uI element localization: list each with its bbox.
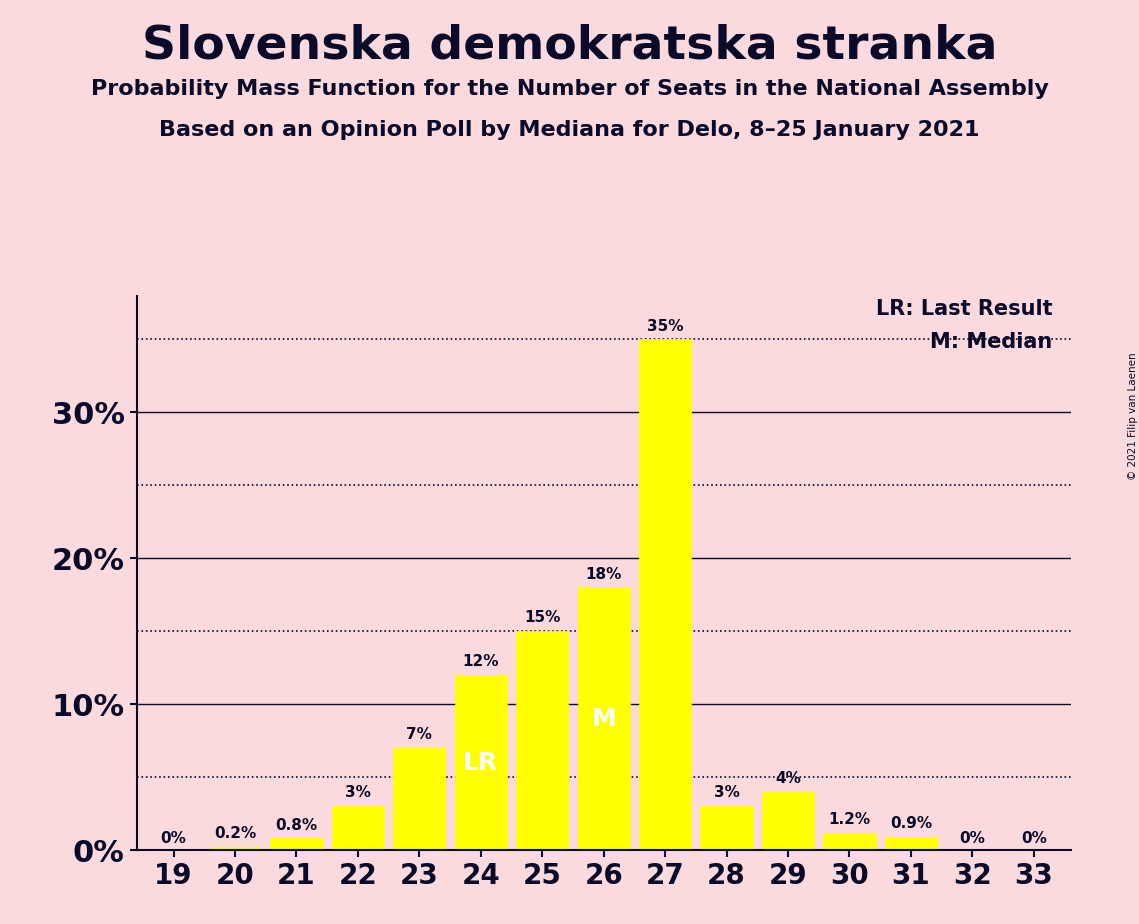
Bar [270,838,322,850]
Text: 12%: 12% [462,654,499,669]
Text: Slovenska demokratska stranka: Slovenska demokratska stranka [141,23,998,68]
Bar [208,847,261,850]
Text: 1.2%: 1.2% [828,812,870,827]
Bar [700,807,753,850]
Text: LR: Last Result: LR: Last Result [876,298,1052,319]
Text: 0.9%: 0.9% [890,816,932,831]
Text: 3%: 3% [714,785,739,800]
Text: 0%: 0% [1021,831,1047,845]
Text: 15%: 15% [524,611,560,626]
Bar [393,748,445,850]
Bar [639,339,691,850]
Text: 0.2%: 0.2% [214,826,256,842]
Text: 4%: 4% [775,771,801,786]
Text: 0%: 0% [161,831,187,845]
Text: 0.8%: 0.8% [276,818,318,833]
Text: 3%: 3% [345,785,371,800]
Bar [454,675,507,850]
Text: LR: LR [464,750,499,774]
Bar [885,837,937,850]
Text: Probability Mass Function for the Number of Seats in the National Assembly: Probability Mass Function for the Number… [91,79,1048,99]
Text: 7%: 7% [407,727,433,742]
Bar [331,807,384,850]
Text: M: Median: M: Median [929,332,1052,352]
Text: © 2021 Filip van Laenen: © 2021 Filip van Laenen [1129,352,1138,480]
Bar [577,588,630,850]
Text: M: M [591,707,616,731]
Text: Based on an Opinion Poll by Mediana for Delo, 8–25 January 2021: Based on an Opinion Poll by Mediana for … [159,120,980,140]
Bar [762,792,814,850]
Bar [823,833,876,850]
Bar [516,631,568,850]
Text: 35%: 35% [647,319,683,334]
Text: 0%: 0% [959,831,985,845]
Text: 18%: 18% [585,566,622,581]
